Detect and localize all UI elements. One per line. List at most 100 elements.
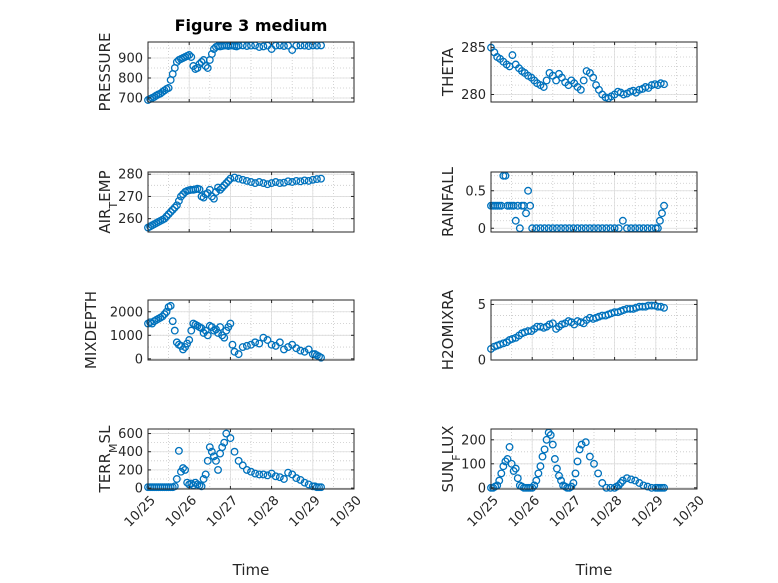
panel-8-axes-frame <box>490 428 698 490</box>
panel-8-point-24 <box>536 462 545 471</box>
panel-3-point-38 <box>222 179 231 188</box>
panel-5-point-40 <box>226 319 235 328</box>
panel-5-point-46 <box>247 340 255 349</box>
panel-7-point-42 <box>238 461 247 470</box>
panel-5-point-13 <box>170 326 179 335</box>
panel-1-point-50 <box>259 42 268 51</box>
panel-7-point-19 <box>183 478 192 487</box>
panel-7-point-40 <box>230 447 239 456</box>
panel-6-point-20 <box>548 319 557 328</box>
panel-8-point-25 <box>538 452 547 461</box>
panel-2-point-55 <box>656 79 665 88</box>
panel-3-point-13 <box>170 203 179 212</box>
panel-8-point-6 <box>499 462 508 471</box>
panel-7-point-57 <box>300 478 309 487</box>
panel-8-point-11 <box>509 467 518 475</box>
panel-7-ytick-label-3: 600 <box>118 427 143 442</box>
panel-1: 700 800 900 PRESSURE <box>96 33 355 112</box>
panel-3-point-50 <box>267 179 276 188</box>
panel-1-point-46 <box>242 42 251 50</box>
panel-8-point-20 <box>528 483 537 492</box>
panel-7-point-31 <box>207 447 216 456</box>
panel-1-point-55 <box>280 42 288 50</box>
panel-8-point-42 <box>573 457 582 466</box>
panel-5-point-9 <box>162 307 171 316</box>
panel-8-point-23 <box>534 469 543 478</box>
xlabel-left: Time <box>232 561 270 579</box>
panel-1-ylabel: PRESSURE <box>96 33 114 112</box>
panel-8-point-62 <box>643 482 652 491</box>
panel-8-point-10 <box>507 459 516 468</box>
panel-6: 0 5 H2OMIXRA <box>439 289 698 370</box>
panel-1-point-10 <box>164 84 173 92</box>
panel-8-point-22 <box>532 476 541 485</box>
panel-8-ylabel: SUNFLUX <box>439 426 463 493</box>
panel-5-point-29 <box>203 331 212 340</box>
panel-4-point-52 <box>655 216 664 225</box>
panel-5-point-42 <box>230 347 239 356</box>
panel-7-axes-frame <box>147 428 355 490</box>
panel-5-point-7 <box>158 312 167 321</box>
panel-2-markers <box>487 43 668 103</box>
panel-4-point-53 <box>658 209 666 218</box>
panel-7-point-14 <box>172 475 181 483</box>
panel-8-point-34 <box>557 476 565 485</box>
panel-3-point-35 <box>216 185 225 194</box>
panel-3-point-42 <box>234 174 243 183</box>
panel-8-ytick-label-2: 200 <box>461 433 486 448</box>
panel-7-point-47 <box>259 470 268 479</box>
panel-5-point-58 <box>296 346 305 355</box>
panel-1-point-20 <box>185 51 194 59</box>
panel-2-ylabel: THETA <box>439 47 457 97</box>
panel-4: 0 0.5 RAINFALL <box>439 166 698 237</box>
panel-3-point-57 <box>296 177 305 186</box>
panel-7-point-43 <box>242 465 251 474</box>
panel-5-axes-frame <box>147 299 355 361</box>
panel-6-axes-frame <box>490 299 698 361</box>
panel-3-point-14 <box>172 201 181 210</box>
panel-1-point-61 <box>304 42 313 50</box>
panel-8-point-60 <box>635 479 644 487</box>
panel-3-point-54 <box>284 177 293 186</box>
xlabel-right: Time <box>575 561 613 579</box>
panel-6-point-45 <box>626 304 635 313</box>
panel-6-ytick-label-1: 5 <box>478 298 486 313</box>
panel-7-markers <box>144 429 325 492</box>
panel-7-point-29 <box>203 456 212 465</box>
panel-8-point-45 <box>581 438 590 447</box>
panel-2-point-29 <box>576 85 585 94</box>
panel-6-point-3 <box>496 340 505 349</box>
panel-4-point-12 <box>511 216 520 225</box>
panel-7-point-15 <box>174 446 183 455</box>
panel-7-point-63 <box>317 483 325 492</box>
panel-1-axes-frame <box>147 41 355 103</box>
panel-8-point-47 <box>590 459 598 468</box>
panel-3-point-45 <box>247 178 255 186</box>
panel-7-point-34 <box>214 465 222 474</box>
panel-8-ytick-label-0: 0 <box>478 481 486 496</box>
panel-7-point-52 <box>280 475 288 483</box>
panel-7-point-33 <box>212 456 220 465</box>
panel-3-point-25 <box>195 185 204 194</box>
panel-4-point-42 <box>618 216 627 225</box>
panel-5-point-59 <box>300 347 309 356</box>
panel-3-point-16 <box>177 192 185 201</box>
panel-7-point-41 <box>234 456 243 465</box>
panel-3-point-49 <box>263 180 272 189</box>
panel-5-point-43 <box>234 350 243 359</box>
panel-8-point-57 <box>623 474 631 483</box>
panel-2-ytick-label-1: 285 <box>461 41 486 56</box>
figure-title: Figure 3 medium <box>175 16 328 35</box>
panel-5-point-27 <box>199 328 208 337</box>
panel-5-point-65 <box>317 353 325 362</box>
panel-3-point-31 <box>207 192 216 201</box>
panel-8-point-31 <box>550 455 559 463</box>
panel-8-point-44 <box>577 440 586 449</box>
panel-8-point-32 <box>552 464 561 473</box>
panel-2-point-48 <box>635 85 644 94</box>
panel-5-point-48 <box>255 339 264 348</box>
panel-5-point-49 <box>259 333 268 342</box>
panel-3-point-40 <box>226 174 235 183</box>
panel-3-point-46 <box>251 179 260 188</box>
